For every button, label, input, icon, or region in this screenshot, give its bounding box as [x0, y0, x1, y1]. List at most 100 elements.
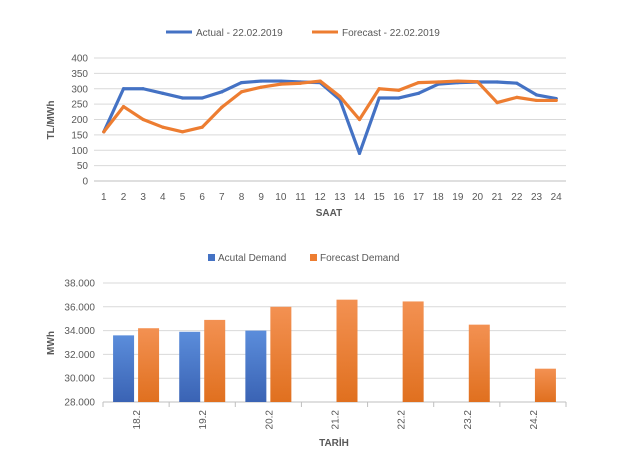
- actual-data-point: [121, 87, 126, 91]
- line-chart-x-tick-label: 5: [180, 192, 186, 203]
- forecast-data-point: [495, 100, 499, 105]
- bar-chart-y-tick-label: 36.000: [64, 302, 95, 313]
- bar-chart-x-tick-label: 19.2: [198, 410, 209, 430]
- line-chart-x-tick-label: 17: [413, 192, 425, 203]
- line-chart-x-tick-label: 14: [354, 192, 366, 203]
- line-chart-series: [102, 79, 558, 155]
- bar-chart-x-tick-label: 18.2: [132, 410, 143, 430]
- legend-forecast-label: Forecast - 22.02.2019: [342, 28, 440, 39]
- actual-data-point: [357, 151, 362, 155]
- line-chart-x-tick-label: 7: [219, 192, 225, 203]
- line-chart-x-tick-label: 2: [121, 192, 127, 203]
- line-chart-x-tick-label: 15: [374, 192, 386, 203]
- forecast-data-point: [554, 98, 558, 103]
- actual-data-point: [397, 96, 401, 100]
- line-chart-x-tick-label: 24: [551, 192, 563, 203]
- actual-data-point: [161, 91, 165, 95]
- actual-demand-bar: [113, 335, 135, 402]
- bar-chart-x-tick-label: 23.2: [463, 410, 474, 430]
- line-chart-x-tick-label: 12: [315, 192, 327, 203]
- bar-chart-x-ticks: 18.2 19.2 20.2 21.2 22.2 23.2 24.2: [102, 402, 567, 430]
- legend-actual-demand-label: Acutal Demand: [218, 253, 286, 264]
- forecast-data-point: [161, 125, 165, 129]
- line-chart-x-tick-label: 8: [239, 192, 245, 203]
- line-chart-y-ticks: 0 50 100 150 200 250 300 350 400: [71, 54, 88, 188]
- line-chart-y-tick-label: 0: [82, 177, 88, 188]
- forecast-data-point: [298, 81, 303, 85]
- forecast-data-point: [357, 117, 362, 122]
- line-chart-y-axis-title: TL/MWh: [46, 101, 57, 140]
- forecast-demand-bar: [534, 368, 556, 402]
- forecast-series-line: [102, 79, 558, 134]
- forecast-data-point: [239, 90, 244, 94]
- line-chart-y-tick-label: 50: [77, 161, 89, 172]
- forecast-demand-bar: [336, 299, 358, 402]
- line-chart-x-tick-label: 23: [531, 192, 543, 203]
- line-chart-x-tick-label: 13: [334, 192, 346, 203]
- actual-data-point: [416, 91, 421, 95]
- actual-data-point: [515, 81, 519, 85]
- actual-series-line: [102, 79, 558, 155]
- forecast-data-point: [180, 130, 185, 134]
- line-chart-x-tick-label: 3: [140, 192, 146, 203]
- legend-forecast-demand-label: Forecast Demand: [320, 253, 399, 264]
- forecast-data-point: [416, 81, 421, 85]
- bar-chart-y-axis-title: MWh: [46, 331, 57, 355]
- line-chart-x-tick-label: 1: [101, 192, 107, 203]
- line-chart-y-tick-label: 250: [71, 100, 88, 111]
- forecast-data-point: [259, 85, 263, 89]
- line-chart-y-tick-label: 350: [71, 69, 88, 80]
- actual-data-point: [534, 93, 539, 97]
- bar-chart-y-tick-label: 32.000: [64, 350, 95, 361]
- bar-chart-y-tick-label: 34.000: [64, 326, 95, 337]
- legend-forecast-demand-swatch: [310, 254, 317, 261]
- line-chart-x-tick-label: 4: [160, 192, 166, 203]
- forecast-data-point: [397, 88, 401, 92]
- line-chart-y-tick-label: 100: [71, 146, 88, 157]
- line-chart-x-tick-label: 16: [393, 192, 405, 203]
- forecast-data-point: [279, 82, 283, 86]
- forecast-demand-bar: [468, 324, 490, 402]
- bar-chart-legend: Acutal Demand Forecast Demand: [208, 253, 399, 264]
- forecast-demand-bar: [270, 306, 292, 402]
- forecast-data-point: [534, 98, 539, 103]
- bar-chart-y-tick-label: 28.000: [64, 398, 95, 409]
- bar-chart-y-tick-label: 38.000: [64, 279, 95, 290]
- bar-chart-y-tick-label: 30.000: [64, 374, 95, 385]
- bar-chart-x-tick-label: 24.2: [529, 410, 540, 430]
- legend-actual-label: Actual - 22.02.2019: [196, 28, 283, 39]
- bar-chart-bars: [113, 299, 556, 402]
- line-chart-y-tick-label: 200: [71, 115, 88, 126]
- bar-chart-x-tick-label: 21.2: [331, 410, 342, 430]
- line-chart-legend: Actual - 22.02.2019 Forecast - 22.02.201…: [166, 28, 440, 39]
- forecast-demand-bar: [138, 328, 160, 402]
- forecast-data-point: [220, 105, 224, 109]
- line-chart-x-tick-label: 18: [433, 192, 445, 203]
- bar-chart-x-tick-label: 22.2: [397, 410, 408, 430]
- forecast-demand-bar: [204, 319, 226, 402]
- line-chart-y-tick-label: 400: [71, 54, 88, 65]
- line-chart-x-tick-label: 9: [258, 192, 264, 203]
- forecast-demand-bar: [402, 301, 424, 402]
- bar-chart-x-axis-title: TARİH: [319, 436, 349, 449]
- bar-chart-y-ticks: 28.000 30.000 32.000 34.000 36.000 38.000: [64, 279, 95, 409]
- forecast-data-point: [436, 80, 440, 84]
- line-chart-x-tick-label: 19: [452, 192, 464, 203]
- actual-data-point: [180, 96, 185, 100]
- line-chart-x-tick-label: 11: [295, 192, 306, 203]
- actual-data-point: [279, 79, 283, 83]
- forecast-data-point: [141, 117, 145, 122]
- line-chart-x-tick-label: 21: [492, 192, 504, 203]
- actual-data-point: [377, 96, 381, 100]
- forecast-data-point: [377, 87, 381, 91]
- actual-data-point: [200, 96, 204, 100]
- line-chart-gridlines: [94, 57, 566, 182]
- actual-data-point: [141, 87, 145, 91]
- forecast-data-point: [102, 130, 106, 134]
- forecast-data-point: [318, 79, 322, 83]
- bar-chart-x-tick-label: 20.2: [264, 410, 275, 430]
- line-chart-y-tick-label: 150: [71, 130, 88, 141]
- line-chart-x-tick-label: 10: [275, 192, 287, 203]
- line-chart-y-tick-label: 300: [71, 84, 88, 95]
